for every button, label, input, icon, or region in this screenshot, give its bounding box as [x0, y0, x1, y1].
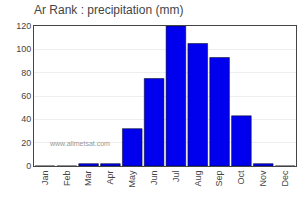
svg-text:Jun: Jun: [149, 171, 159, 186]
svg-text:Oct: Oct: [236, 170, 246, 185]
svg-text:Ar Rank : precipitation (mm): Ar Rank : precipitation (mm): [34, 3, 183, 17]
svg-text:Feb: Feb: [62, 171, 72, 187]
svg-text:80: 80: [21, 68, 31, 78]
svg-text:Aug: Aug: [193, 171, 203, 187]
svg-text:Dec: Dec: [280, 170, 290, 187]
svg-text:Nov: Nov: [258, 170, 268, 187]
svg-text:20: 20: [21, 138, 31, 148]
svg-text:Apr: Apr: [105, 171, 115, 185]
svg-text:Mar: Mar: [84, 171, 94, 187]
svg-text:40: 40: [21, 114, 31, 124]
svg-text:120: 120: [16, 21, 31, 31]
svg-text:www.allmetsat.com: www.allmetsat.com: [49, 140, 110, 147]
svg-text:60: 60: [21, 91, 31, 101]
svg-text:100: 100: [16, 44, 31, 54]
svg-text:May: May: [127, 170, 137, 188]
svg-text:0: 0: [26, 161, 31, 171]
svg-text:Jan: Jan: [40, 171, 50, 186]
svg-text:Sep: Sep: [215, 171, 225, 187]
svg-text:Jul: Jul: [171, 171, 181, 183]
